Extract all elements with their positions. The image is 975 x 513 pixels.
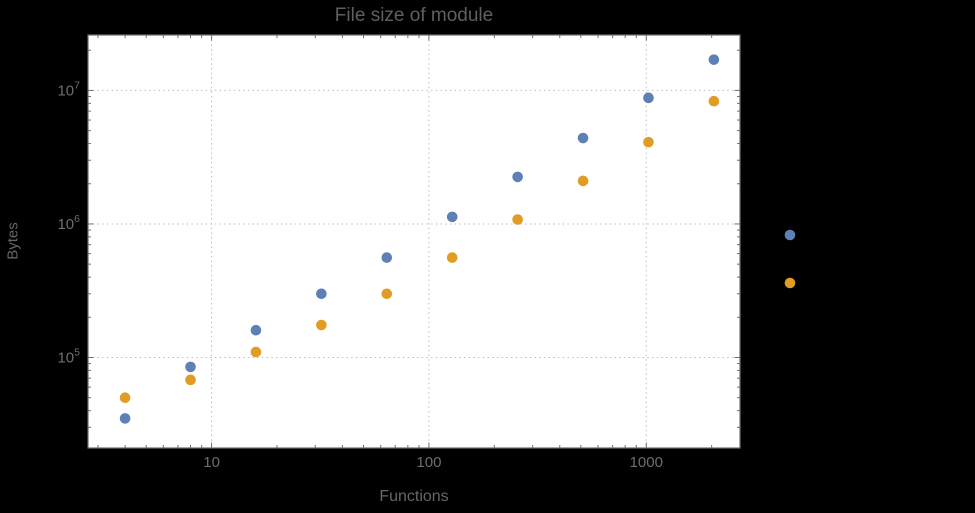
y-tick-label: 105 xyxy=(57,346,80,366)
data-point-series-1 xyxy=(708,54,720,65)
data-point-series-2 xyxy=(381,288,393,300)
y-tick-label: 106 xyxy=(57,213,80,233)
data-point-series-1 xyxy=(119,413,131,424)
plot-area xyxy=(88,35,740,448)
x-tick-label: 100 xyxy=(416,454,441,471)
data-point-series-2 xyxy=(643,136,654,148)
data-point-series-2 xyxy=(577,175,589,187)
data-point-series-1 xyxy=(446,211,458,223)
data-point-series-1 xyxy=(577,132,589,144)
data-point-series-2 xyxy=(708,95,720,107)
data-point-series-2 xyxy=(250,346,262,358)
x-tick-label: 1000 xyxy=(630,454,663,471)
x-axis-label: Functions xyxy=(379,488,449,505)
data-point-series-1 xyxy=(643,92,654,104)
data-point-series-2 xyxy=(119,392,131,403)
data-point-series-2 xyxy=(185,374,196,386)
legend-marker xyxy=(784,277,796,289)
data-point-series-2 xyxy=(316,319,327,331)
data-point-series-1 xyxy=(316,288,327,300)
x-tick-label: 10 xyxy=(203,454,220,471)
chart-title: File size of module xyxy=(334,5,494,26)
data-point-series-1 xyxy=(185,361,196,373)
legend-marker xyxy=(784,229,796,241)
data-point-series-2 xyxy=(446,252,458,263)
plot-frame xyxy=(87,34,741,449)
data-point-series-1 xyxy=(381,252,393,263)
data-point-series-1 xyxy=(512,171,523,183)
data-point-series-1 xyxy=(250,324,262,336)
data-point-series-2 xyxy=(512,214,523,225)
y-tick-label: 107 xyxy=(57,79,80,99)
